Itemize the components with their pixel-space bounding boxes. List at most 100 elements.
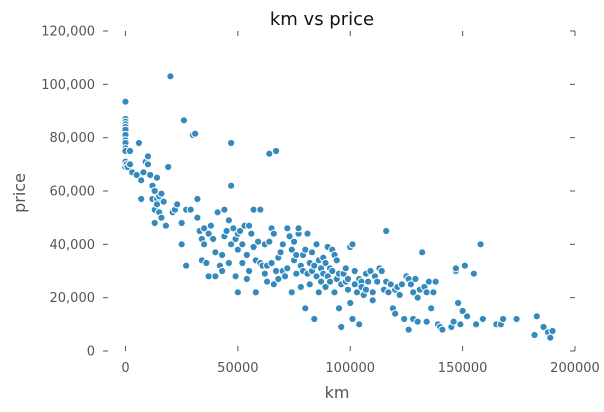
data-point	[166, 72, 175, 81]
data-point	[233, 245, 242, 254]
data-point	[242, 250, 251, 260]
data-point	[265, 149, 274, 158]
data-point	[238, 258, 247, 268]
data-point	[211, 272, 220, 281]
data-point	[305, 280, 314, 289]
data-point	[256, 205, 265, 214]
data-point	[121, 97, 130, 106]
data-point	[182, 261, 191, 270]
data-point	[341, 264, 350, 273]
data-point	[312, 240, 321, 249]
data-point	[249, 242, 258, 252]
data-point	[413, 293, 422, 302]
data-point	[316, 277, 326, 286]
data-point	[265, 237, 274, 246]
data-point	[152, 173, 162, 182]
data-point	[546, 333, 555, 342]
data-point	[222, 226, 231, 236]
data-point	[159, 197, 168, 206]
y-tick-label: 100,000	[41, 78, 95, 93]
x-axis-label: km	[325, 383, 350, 402]
data-point	[271, 146, 281, 156]
data-point	[244, 221, 254, 230]
data-point	[137, 194, 146, 204]
data-point	[395, 290, 404, 300]
data-point	[427, 304, 436, 313]
data-point	[269, 229, 278, 238]
data-point	[137, 176, 146, 185]
data-point	[350, 280, 359, 289]
y-tick-label: 80,000	[50, 131, 96, 146]
data-point	[276, 248, 285, 257]
x-tick-label: 0	[121, 361, 129, 376]
data-point	[301, 245, 310, 254]
data-points	[121, 72, 557, 342]
data-point	[204, 272, 213, 281]
data-point	[310, 261, 319, 270]
data-point	[429, 288, 438, 297]
y-tick-label: 20,000	[50, 291, 96, 306]
data-point	[438, 325, 447, 334]
data-point	[242, 274, 251, 284]
data-point	[274, 274, 283, 284]
data-point	[179, 116, 189, 125]
data-point	[213, 208, 222, 217]
data-point	[330, 288, 339, 297]
data-point	[348, 240, 357, 249]
data-point	[418, 248, 427, 257]
data-point	[400, 314, 409, 324]
y-tick-label: 120,000	[41, 25, 95, 40]
data-point	[209, 234, 218, 244]
data-point	[321, 258, 330, 268]
data-point	[150, 218, 159, 228]
data-point	[227, 240, 236, 249]
data-point	[244, 266, 254, 276]
data-point	[186, 205, 195, 214]
data-point	[328, 266, 337, 276]
data-point	[312, 272, 321, 281]
data-point	[366, 266, 375, 276]
data-point	[287, 245, 296, 254]
data-point	[233, 288, 242, 297]
y-axis: 0 20,000 40,000 60,000 80,000 100,000 120,000	[41, 25, 575, 360]
data-point	[157, 189, 166, 198]
data-point	[150, 186, 159, 196]
data-point	[236, 226, 245, 236]
data-point	[211, 248, 220, 257]
data-point	[454, 298, 463, 308]
data-point	[343, 274, 353, 284]
data-point	[267, 258, 276, 268]
data-point	[280, 272, 290, 281]
data-point	[386, 280, 395, 289]
data-point	[260, 269, 269, 278]
data-point	[456, 320, 465, 329]
data-point	[368, 288, 377, 297]
x-tick-label: 150000	[438, 361, 488, 376]
data-point	[146, 170, 155, 180]
x-axis: 0 50000 100000 150000 200000	[121, 31, 600, 376]
data-point	[125, 146, 135, 156]
y-tick-label: 40,000	[50, 238, 96, 253]
data-point	[238, 240, 247, 249]
data-point	[343, 285, 353, 294]
data-point	[406, 280, 416, 289]
data-point	[134, 138, 144, 148]
data-point	[224, 258, 233, 268]
data-point	[478, 314, 487, 324]
data-point	[449, 317, 458, 326]
data-point	[422, 317, 431, 326]
data-point	[472, 320, 481, 329]
data-point	[294, 224, 303, 233]
data-point	[361, 285, 371, 294]
data-point	[409, 288, 418, 297]
data-point	[285, 232, 294, 241]
data-point	[364, 277, 373, 286]
data-point	[231, 272, 240, 281]
data-point	[251, 288, 260, 297]
data-point	[269, 280, 278, 289]
data-point	[346, 298, 355, 308]
data-point	[292, 269, 301, 278]
data-point	[310, 314, 319, 324]
data-point	[530, 330, 539, 340]
data-point	[422, 288, 431, 297]
